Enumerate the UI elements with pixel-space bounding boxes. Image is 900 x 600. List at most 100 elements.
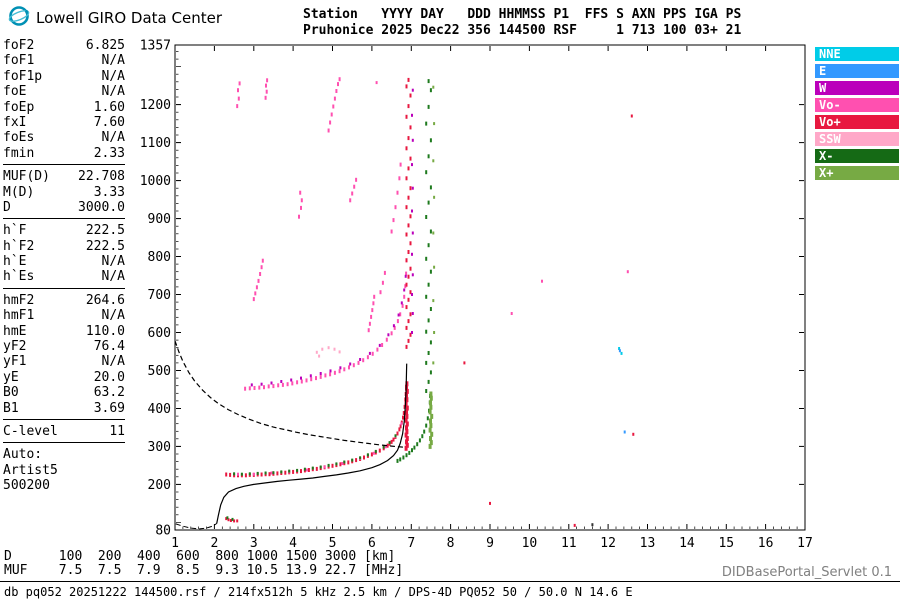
y-tick-label: 900	[148, 212, 171, 227]
param-label: hmE	[3, 323, 27, 339]
legend-item-w: W	[815, 81, 899, 95]
param-row: M(D) 3.33	[3, 185, 125, 200]
plot-frame	[174, 44, 806, 531]
series-transmission-curve-dashed	[174, 340, 404, 448]
y-tick-label: 800	[148, 250, 171, 265]
series-e-region-green	[226, 516, 234, 521]
series-noise-blue	[618, 349, 626, 434]
param-value: 11	[109, 423, 125, 439]
x-axis-ticks	[174, 46, 806, 529]
param-row: MUF(D) 22.708	[3, 169, 125, 184]
x-tick-label: 1	[171, 536, 179, 551]
x-tick-label: 11	[561, 536, 577, 551]
station-header-line1: Station YYYY DAY DDD HHMMSS P1 FFS S AXN…	[303, 7, 742, 22]
param-label: C-level	[3, 423, 58, 439]
measurement-file-info: db pq052 20251222 144500.rsf / 214fx512h…	[4, 585, 633, 599]
param-value: 264.6	[85, 292, 125, 308]
param-row: hmF2 264.6	[3, 293, 125, 308]
param-label: D	[3, 199, 11, 215]
x-tick-label: 8	[447, 536, 455, 551]
y-axis-ticks	[176, 44, 804, 531]
param-label: h`Es	[3, 269, 35, 285]
param-row: foF2 6.825	[3, 38, 125, 53]
series-o-critical-column	[404, 381, 409, 451]
param-label: foEs	[3, 130, 35, 146]
param-label: h`F2	[3, 238, 35, 254]
param-label: foE	[3, 84, 27, 100]
param-row: foF1 N/A	[3, 53, 125, 68]
param-value: 222.5	[85, 223, 125, 239]
param-group: C-level 11	[3, 424, 125, 444]
param-row: C-level 11	[3, 424, 125, 439]
param-value: 6.825	[85, 38, 125, 53]
series-x-mixed-trace	[233, 434, 397, 476]
series-profile-low-dashed	[175, 523, 217, 530]
param-label: Auto:	[3, 447, 43, 463]
series-noise-red	[463, 114, 635, 527]
legend-item-vo: Vo+	[815, 115, 899, 129]
x-axis-labels: 1 2 3 4 5 6 7 8 9 10 11 12 13 14 15 16 17	[171, 536, 813, 551]
y-tick-label: 600	[148, 326, 171, 341]
legend-item-ssw: SSW	[815, 132, 899, 146]
series-e-region-red	[225, 517, 239, 523]
param-value: N/A	[101, 354, 125, 370]
param-label: foF1p	[3, 68, 43, 84]
x-tick-label: 17	[797, 536, 813, 551]
param-value: 63.2	[93, 385, 125, 401]
param-label: foEp	[3, 99, 35, 115]
legend-item-nne: NNE	[815, 47, 899, 61]
param-value: 3.69	[93, 400, 125, 416]
legend-item-e: E	[815, 64, 899, 78]
x-tick-label: 4	[289, 536, 297, 551]
brand: Lowell GIRO Data Center	[8, 5, 222, 31]
param-value: 110.0	[85, 323, 125, 339]
series-o-trace	[225, 386, 408, 478]
series-spread-red-column	[405, 77, 412, 349]
param-group: hmF2 264.6 hmF1 N/A hmE 110.0 yF2 76.4 yF1 N/A yE 2…	[3, 293, 125, 420]
param-value: 222.5	[85, 238, 125, 254]
y-tick-label: 300	[148, 440, 171, 455]
param-group: h`F 222.5 h`F2 222.5 h`E N/A h`Es N/A	[3, 223, 125, 289]
y-tick-label: 1100	[140, 136, 171, 151]
ionogram-svg: 1357120011001000900800700600500400300200…	[140, 39, 813, 552]
param-row: Auto:	[3, 447, 125, 462]
legend: NNE E W Vo- Vo+ SSW X- X+	[815, 47, 899, 183]
ionogram-plot: 1357 1200 1100 1000 900 800 700 600 500 400 300 200…	[130, 36, 830, 552]
param-value: 20.0	[93, 369, 125, 385]
param-label: hmF1	[3, 308, 35, 324]
param-row: foE N/A	[3, 84, 125, 99]
y-tick-label: 200	[148, 478, 171, 493]
param-row: 500200	[3, 478, 125, 493]
legend-item-vo: Vo-	[815, 98, 899, 112]
series-noise-dark	[591, 523, 594, 527]
param-value: 1.60	[93, 99, 125, 115]
footer-separator	[0, 581, 900, 582]
param-value: N/A	[101, 130, 125, 146]
param-row: foEs N/A	[3, 130, 125, 145]
param-label: yF1	[3, 354, 27, 370]
legend-item-x: X+	[815, 166, 899, 180]
param-label: foF1	[3, 53, 35, 69]
param-row: yF1 N/A	[3, 354, 125, 369]
param-label: foF2	[3, 38, 35, 53]
param-value: N/A	[101, 84, 125, 100]
param-row: B1 3.69	[3, 401, 125, 416]
param-value: 76.4	[93, 339, 125, 355]
param-value: 22.708	[78, 169, 125, 185]
param-label: fxI	[3, 114, 27, 130]
muf-table-distance-row: D 100 200 400 600 800 1000 1500 3000 [km…	[4, 549, 396, 564]
x-tick-label: 5	[329, 536, 337, 551]
muf-table-muf-row: MUF 7.5 7.5 7.9 8.5 9.3 10.5 13.9 22.7 […	[4, 563, 404, 578]
param-row: h`Es N/A	[3, 269, 125, 284]
series-x-critical-column	[428, 391, 434, 449]
param-row: hmE 110.0	[3, 324, 125, 339]
y-tick-label: 1200	[140, 98, 171, 113]
x-tick-label: 3	[250, 536, 258, 551]
legend-item-x: X-	[815, 149, 899, 163]
series-green-streak-dark	[425, 79, 432, 393]
station-header-line2: Pruhonice 2025 Dec22 356 144500 RSF 1 71…	[303, 23, 742, 38]
param-row: h`F 222.5	[3, 223, 125, 238]
param-group: Auto: Artist5 500200	[3, 447, 125, 496]
param-label: B0	[3, 385, 19, 401]
x-tick-label: 6	[368, 536, 376, 551]
